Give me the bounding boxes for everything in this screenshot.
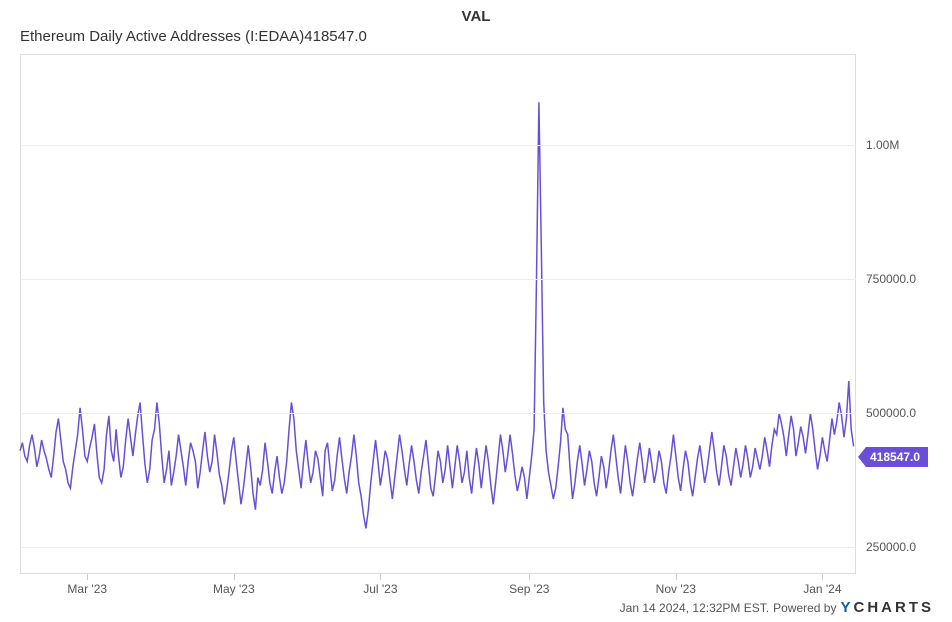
x-tick xyxy=(380,574,381,580)
y-axis-label: 500000.0 xyxy=(866,406,916,420)
flag-arrow-icon xyxy=(858,447,866,467)
x-tick xyxy=(676,574,677,580)
x-axis-label: Sep '23 xyxy=(509,582,549,596)
series-name: Ethereum Daily Active Addresses (I:EDAA) xyxy=(20,28,304,45)
chart-container: VAL Ethereum Daily Active Addresses (I:E… xyxy=(0,0,952,622)
x-tick xyxy=(234,574,235,580)
footer-powered-by: Powered by xyxy=(773,601,836,615)
y-gridline xyxy=(20,145,856,146)
chart-subtitle: Ethereum Daily Active Addresses (I:EDAA)… xyxy=(20,28,367,45)
ycharts-logo: YCHARTS xyxy=(840,599,934,616)
y-axis-label: 1.00M xyxy=(866,138,899,152)
x-axis-label: Jul '23 xyxy=(363,582,397,596)
y-gridline xyxy=(20,279,856,280)
x-axis-label: Jan '24 xyxy=(803,582,841,596)
y-axis-label: 750000.0 xyxy=(866,272,916,286)
y-axis-label: 250000.0 xyxy=(866,540,916,554)
x-tick xyxy=(529,574,530,580)
x-tick xyxy=(822,574,823,580)
footer-timestamp: Jan 14 2024, 12:32PM EST. xyxy=(620,601,769,615)
current-value-flag: 418547.0 xyxy=(858,447,928,467)
x-axis-label: May '23 xyxy=(213,582,255,596)
x-axis-label: Mar '23 xyxy=(67,582,107,596)
y-gridline xyxy=(20,413,856,414)
line-series xyxy=(20,54,856,574)
x-axis-label: Nov '23 xyxy=(656,582,696,596)
plot-area: 250000.0500000.0750000.01.00MMar '23May … xyxy=(20,54,856,574)
flag-value: 418547.0 xyxy=(866,447,928,467)
series-latest-value: 418547.0 xyxy=(304,28,367,45)
x-tick xyxy=(87,574,88,580)
chart-title: VAL xyxy=(0,8,952,25)
chart-footer: Jan 14 2024, 12:32PM EST. Powered by YCH… xyxy=(620,599,934,616)
y-gridline xyxy=(20,547,856,548)
